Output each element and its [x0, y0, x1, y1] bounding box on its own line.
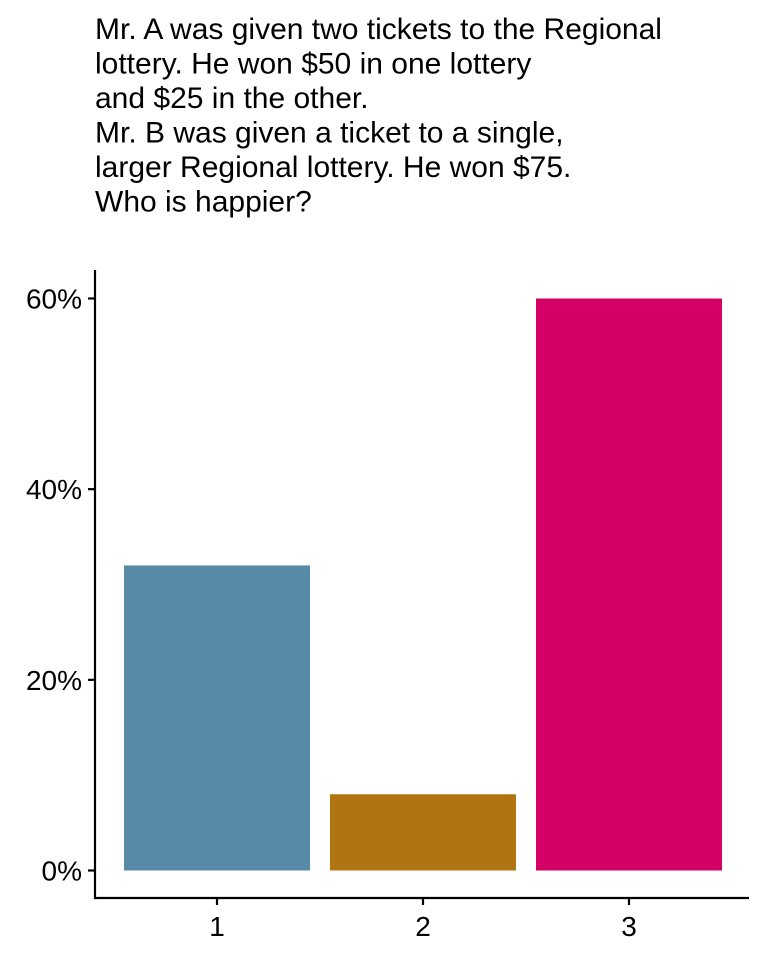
- title-line: Mr. A was given two tickets to the Regio…: [95, 13, 662, 46]
- bar-2: [330, 794, 516, 871]
- title-line: Mr. B was given a ticket to a single,: [95, 117, 564, 150]
- chart-title: Mr. A was given two tickets to the Regio…: [95, 13, 662, 219]
- y-tick-label: 0%: [42, 856, 82, 887]
- y-tick-label: 40%: [26, 474, 82, 505]
- title-line: Who is happier?: [95, 186, 312, 219]
- y-axis: 0% 20% 40% 60%: [26, 270, 97, 899]
- x-axis: 1 2 3: [94, 896, 749, 942]
- bar-3: [536, 298, 722, 871]
- x-tick-label: 1: [209, 911, 225, 942]
- x-tick-label: 2: [415, 911, 431, 942]
- bars: [124, 298, 722, 871]
- y-tick-label: 60%: [26, 284, 82, 315]
- y-tick-label: 20%: [26, 665, 82, 696]
- bar-1: [124, 565, 310, 871]
- x-tick-label: 3: [621, 911, 637, 942]
- title-line: lottery. He won $50 in one lottery: [95, 48, 531, 81]
- title-line: larger Regional lottery. He won $75.: [95, 151, 571, 184]
- title-line: and $25 in the other.: [95, 82, 369, 115]
